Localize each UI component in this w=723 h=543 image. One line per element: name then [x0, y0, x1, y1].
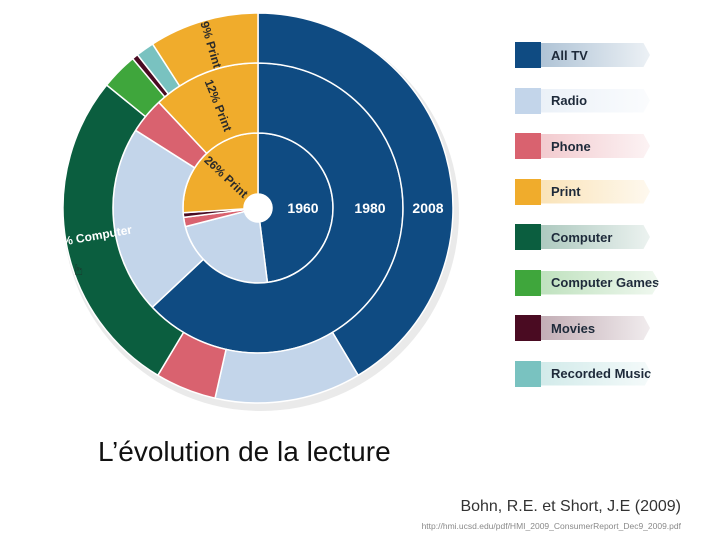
slice-2008-all-tv — [257, 12, 454, 377]
slide-title: L’évolution de la lecture — [98, 436, 391, 467]
ring-label-1960: 1960 — [287, 200, 318, 216]
donut-center-hole — [244, 194, 272, 222]
legend-swatch — [515, 269, 541, 296]
legend-item-all-tv: All TV — [515, 42, 650, 68]
legend-label: Radio — [551, 93, 588, 108]
legend-band: Movies — [541, 316, 650, 340]
ring-label-2008: 2008 — [412, 200, 443, 216]
legend-swatch — [515, 224, 541, 250]
legend-swatch — [515, 315, 541, 341]
source-url: http://hmi.ucsd.edu/pdf/HMI_2009_Consume… — [421, 521, 681, 531]
legend-band: Recorded Music — [541, 361, 652, 386]
legend-label: Computer Games — [551, 275, 660, 290]
legend-item-radio: Radio — [515, 87, 650, 114]
ring-label-1980: 1980 — [354, 200, 385, 216]
legend-label: Print — [551, 184, 581, 199]
legend-swatch — [515, 133, 541, 159]
legend-band: Print — [541, 179, 650, 204]
legend-label: Computer — [551, 229, 613, 245]
legend-band: Radio — [541, 88, 650, 113]
legend-swatch — [515, 87, 541, 114]
legend-swatch — [515, 360, 541, 387]
slice-2008-print — [151, 12, 259, 88]
legend-item-recorded-music: Recorded Music — [515, 360, 652, 387]
hand-pointer-icon: ☝ — [74, 262, 84, 279]
legend-label: All TV — [551, 47, 588, 63]
legend-item-computer: Computer — [515, 224, 650, 250]
legend-band: Computer — [541, 225, 650, 249]
legend-label: Movies — [551, 320, 596, 336]
legend-band: All TV — [541, 43, 650, 67]
legend-swatch — [515, 42, 541, 68]
legend-label: Recorded Music — [551, 366, 652, 381]
legend-item-print: Print — [515, 178, 650, 205]
legend-swatch — [515, 178, 541, 205]
citation: Bohn, R.E. et Short, J.E (2009) — [460, 498, 681, 515]
legend-band: Computer Games — [541, 270, 660, 295]
legend-item-computer-games: Computer Games — [515, 269, 660, 296]
legend-item-phone: Phone — [515, 133, 650, 159]
legend-label: Phone — [551, 138, 591, 154]
legend-band: Phone — [541, 134, 650, 158]
legend-item-movies: Movies — [515, 315, 650, 341]
